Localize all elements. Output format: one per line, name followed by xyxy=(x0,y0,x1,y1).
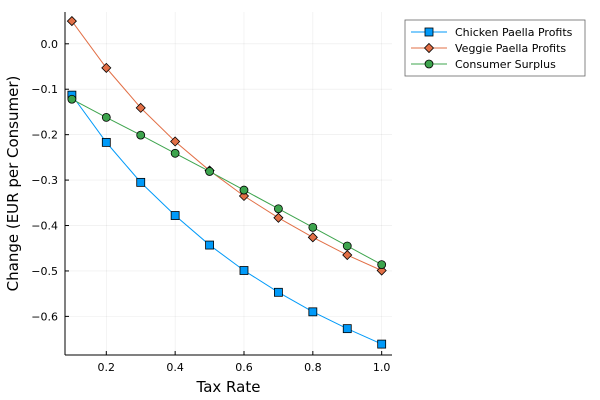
legend-label-2: Consumer Surplus xyxy=(455,58,556,71)
legend: Chicken Paella Profits Veggie Paella Prof… xyxy=(404,19,586,77)
data-point-2-8 xyxy=(342,241,352,251)
data-point-2-4 xyxy=(205,167,214,176)
legend-label-0: Chicken Paella Profits xyxy=(455,26,573,39)
data-point-1-1 xyxy=(101,62,112,73)
series-1 xyxy=(66,16,387,276)
legend-marker-1 xyxy=(423,42,435,54)
data-point-0-2 xyxy=(136,177,146,187)
y-axis-label: Change (EUR per Consumer) xyxy=(4,76,22,292)
data-point-1-0 xyxy=(66,16,77,27)
legend-marker-0 xyxy=(424,27,434,37)
y-tick-label-5: −0.5 xyxy=(31,265,58,278)
y-tick-label-0: 0.0 xyxy=(41,38,59,51)
legend-item-2: Consumer Surplus xyxy=(411,58,556,71)
x-tick-label-1: 0.4 xyxy=(166,361,184,374)
data-point-2-6 xyxy=(274,204,283,214)
y-tick-label-3: −0.3 xyxy=(31,174,58,187)
data-point-2-3 xyxy=(170,148,180,158)
legend-item-1: Veggie Paella Profits xyxy=(411,42,566,55)
data-point-0-5 xyxy=(239,266,249,275)
tick-labels: 0.2 0.4 0.6 0.8 1.0 0.0 −0.1 −0.2 −0.3 −0.4 −0.5 −0… xyxy=(31,38,390,374)
data-point-0-3 xyxy=(170,211,180,220)
x-axis-label: Tax Rate xyxy=(196,378,261,396)
data-point-1-8 xyxy=(342,249,353,261)
legend-label-1: Veggie Paella Profits xyxy=(455,42,566,55)
data-point-2-1 xyxy=(101,112,111,122)
data-point-1-3 xyxy=(170,136,181,147)
x-tick-label-3: 0.8 xyxy=(304,361,322,374)
data-point-2-5 xyxy=(239,185,249,195)
grid-lines xyxy=(65,12,392,355)
x-tick-label-0: 0.2 xyxy=(98,361,116,374)
data-point-0-4 xyxy=(205,240,214,250)
data-point-2-2 xyxy=(136,130,146,140)
data-point-1-7 xyxy=(307,232,318,243)
series-line-1 xyxy=(71,20,382,271)
x-tick-label-2: 0.6 xyxy=(235,361,253,374)
y-tick-label-6: −0.6 xyxy=(31,310,58,323)
series-2 xyxy=(67,94,387,269)
y-tick-label-4: −0.4 xyxy=(31,220,58,233)
data-point-0-9 xyxy=(377,339,387,349)
data-point-2-7 xyxy=(308,222,318,232)
data-point-2-0 xyxy=(67,94,77,104)
data-point-0-8 xyxy=(342,324,352,334)
legend-item-0: Chicken Paella Profits xyxy=(411,26,573,39)
series-line-0 xyxy=(71,94,382,345)
data-point-1-6 xyxy=(273,212,284,223)
y-tick-label-1: −0.1 xyxy=(31,83,58,96)
data-point-0-1 xyxy=(101,137,111,147)
series-0 xyxy=(67,90,387,349)
data-point-0-6 xyxy=(274,287,283,297)
series-group xyxy=(66,16,387,349)
x-tick-label-4: 1.0 xyxy=(373,361,391,374)
legend-marker-2 xyxy=(424,59,434,69)
y-tick-label-2: −0.2 xyxy=(31,129,58,142)
data-point-2-9 xyxy=(377,260,387,269)
series-line-2 xyxy=(71,98,382,266)
axes xyxy=(64,12,392,356)
data-point-0-7 xyxy=(308,307,318,317)
data-point-1-2 xyxy=(135,102,146,113)
